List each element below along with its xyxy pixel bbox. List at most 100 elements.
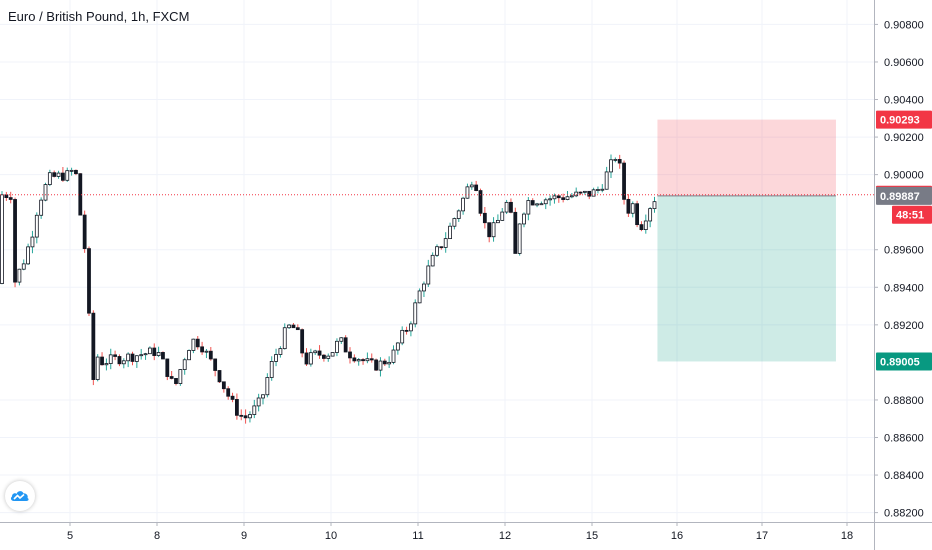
stop-price-tag: 0.90293 [876,110,932,129]
candle-body [104,363,109,366]
candle [178,369,183,386]
candle [300,328,305,358]
candle [456,209,461,222]
short-position-tool[interactable] [657,119,836,362]
tradingview-logo-button[interactable] [5,481,35,511]
candle [204,348,209,359]
candle-body [43,184,48,201]
candle-body [282,327,287,350]
candle-body [161,352,165,360]
candle [530,198,535,206]
candle-body [165,358,170,377]
candle-body [39,199,44,216]
candle-body [652,201,657,210]
candle [152,343,157,361]
candle [639,221,644,232]
candle [243,409,248,424]
candle-body [430,254,435,267]
candle-body [239,414,244,417]
candle [308,348,313,367]
candle-body [126,353,131,362]
candle [609,154,613,179]
candle [526,197,531,221]
candle [295,324,300,331]
candle [330,352,335,357]
candle [400,326,405,346]
candle [535,202,539,208]
candle [61,167,65,182]
candle [139,348,144,360]
candle-body [139,354,144,357]
candle [65,167,70,182]
y-tick-label: 0.90800 [884,19,924,31]
time-axis-labels[interactable]: 5 8 9 10 11 12 15 16 17 18 [67,522,853,542]
candle [365,352,370,364]
candle-body [174,378,178,384]
candle-body [556,195,561,199]
candle-body [65,170,70,181]
x-tick-label: 5 [67,530,73,542]
y-tick-label: 0.90000 [884,170,924,182]
countdown-tag: 48:51 [892,205,932,224]
candle-body [230,395,235,400]
candle-body [456,210,461,219]
candle [452,217,457,230]
entry-price-tag-text: 0.89887 [880,191,920,203]
candle-body [269,361,274,378]
candle [561,193,566,203]
candle-body [565,196,570,200]
candle [343,335,348,353]
candle-body [391,349,396,363]
candle [74,169,78,176]
candle [613,157,618,163]
candle-body [356,359,361,362]
candle [509,198,513,214]
candle [404,326,409,335]
candle-body [208,350,213,360]
candle [143,352,148,360]
price-axis-labels[interactable]: 0.90800 0.90600 0.90400 0.90200 0.90000 0.896… [874,19,924,520]
candle-body [530,200,535,206]
candle-body [56,172,61,177]
candle [361,358,365,365]
candle [108,348,113,370]
candle-body [482,212,487,224]
candle [269,356,274,381]
candle [426,259,431,287]
candle-body [61,172,65,181]
candle-body [13,199,17,283]
candle-body [635,203,639,226]
candle-body [26,246,31,265]
candle [522,212,526,228]
candle [130,351,135,366]
candle-body [413,302,418,325]
candle-body [134,355,139,362]
candle [339,337,344,344]
candle [500,208,505,221]
candle-body [552,195,557,200]
candle-body [435,246,439,256]
candle-body [304,352,309,365]
stop-loss-zone[interactable] [657,119,836,196]
y-tick-label: 0.89400 [884,282,924,294]
y-tick-label: 0.90600 [884,57,924,69]
candle-body [374,359,379,371]
candle [217,370,222,384]
candle [248,411,252,423]
candle [369,353,374,363]
candle [539,201,544,206]
target-price-tag: 0.89005 [876,352,932,371]
candle-body [330,352,335,357]
stop-price-tag-bg [876,110,932,129]
target-price-tag-text: 0.89005 [880,356,920,368]
candle [117,354,122,367]
candle-body [200,346,205,353]
candle-body [4,194,9,199]
candle-body [439,246,444,249]
candle-body [52,172,57,177]
candle [161,351,165,360]
candle-body [95,356,100,380]
take-profit-zone[interactable] [657,195,836,362]
candle [378,357,383,377]
